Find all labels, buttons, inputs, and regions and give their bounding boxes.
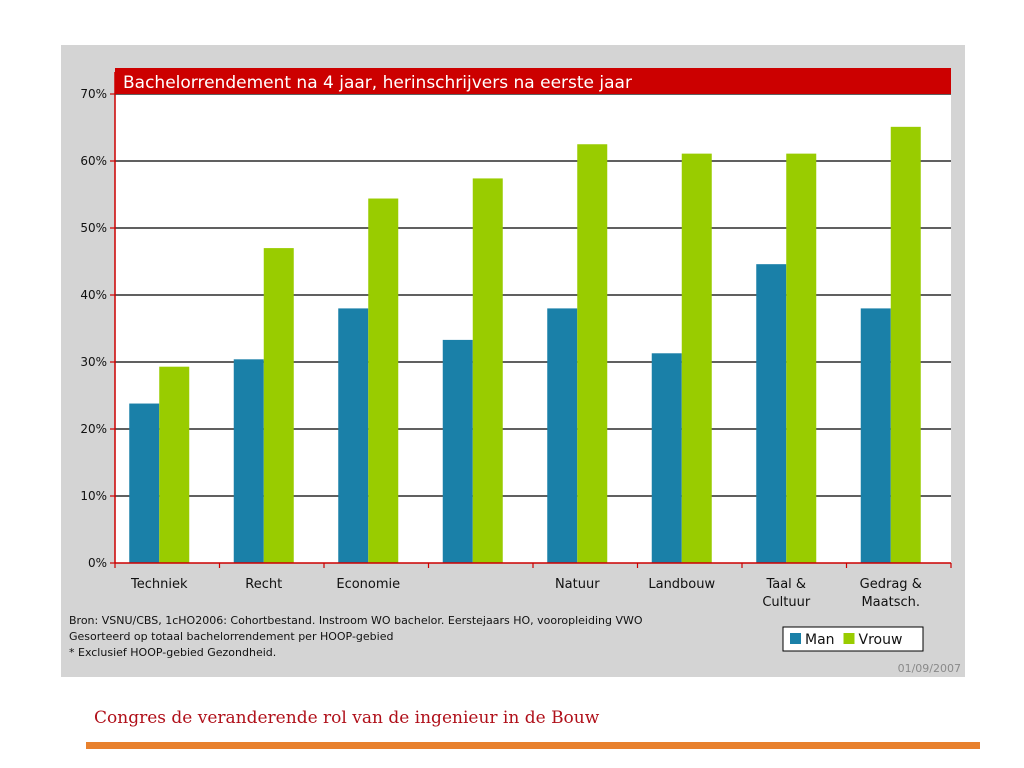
legend-swatch-vrouw (843, 633, 855, 644)
x-tick-label: Gedrag & (860, 577, 922, 592)
bar-man (442, 339, 473, 563)
y-tick-label: 30% (80, 355, 107, 369)
source-note: Gesorteerd op totaal bachelorrendement p… (69, 630, 393, 643)
bar-man (860, 308, 891, 563)
source-note: * Exclusief HOOP-gebied Gezondheid. (69, 646, 276, 659)
bar-vrouw (577, 144, 608, 563)
x-tick-label: Taal & (765, 577, 806, 592)
bar-man (129, 403, 160, 563)
chart-title-bar (115, 68, 951, 94)
bar-man (547, 308, 578, 563)
x-tick-label: Techniek (130, 577, 188, 592)
chart-date: 01/09/2007 (898, 662, 961, 675)
y-tick-label: 0% (88, 556, 107, 570)
chart-panel: 0% 10% 20% 30% 40% 50% 60% 70% Techniek Recht Econ… (61, 45, 965, 677)
x-tick-label: Recht (245, 577, 282, 592)
bar-vrouw (786, 153, 817, 563)
bar-man (233, 359, 264, 563)
y-tick-label: 20% (80, 422, 107, 436)
bar-vrouw (368, 198, 399, 563)
bar-vrouw (159, 366, 190, 563)
y-tick-label: 40% (80, 288, 107, 302)
legend-label-man: Man (805, 632, 835, 648)
bar-man (651, 353, 682, 563)
y-tick-label: 10% (80, 489, 107, 503)
x-tick-label: Maatsch. (861, 595, 920, 610)
source-note: Bron: VSNU/CBS, 1cHO2006: Cohortbestand.… (69, 614, 643, 627)
x-tick-label: Landbouw (648, 577, 715, 592)
x-tick-label: Natuur (555, 577, 600, 592)
legend-swatch-man (790, 633, 801, 644)
legend-label-vrouw: Vrouw (859, 632, 903, 648)
x-tick-label: Economie (336, 577, 400, 592)
footer-rule (86, 742, 980, 749)
footer-title: Congres de veranderende rol van de ingen… (94, 708, 600, 728)
y-tick-label: 70% (80, 87, 107, 101)
bar-vrouw (263, 248, 294, 563)
x-tick-label: Cultuur (762, 595, 811, 610)
bar-vrouw (681, 153, 712, 563)
y-tick-label: 60% (80, 154, 107, 168)
chart-title: Bachelorrendement na 4 jaar, herinschrij… (123, 73, 632, 93)
bar-man (338, 308, 369, 563)
y-tick-label: 50% (80, 221, 107, 235)
bar-man (756, 264, 787, 563)
bar-chart: 0% 10% 20% 30% 40% 50% 60% 70% Techniek Recht Econ… (69, 68, 961, 675)
bar-vrouw (890, 126, 921, 563)
bar-vrouw (472, 178, 503, 564)
